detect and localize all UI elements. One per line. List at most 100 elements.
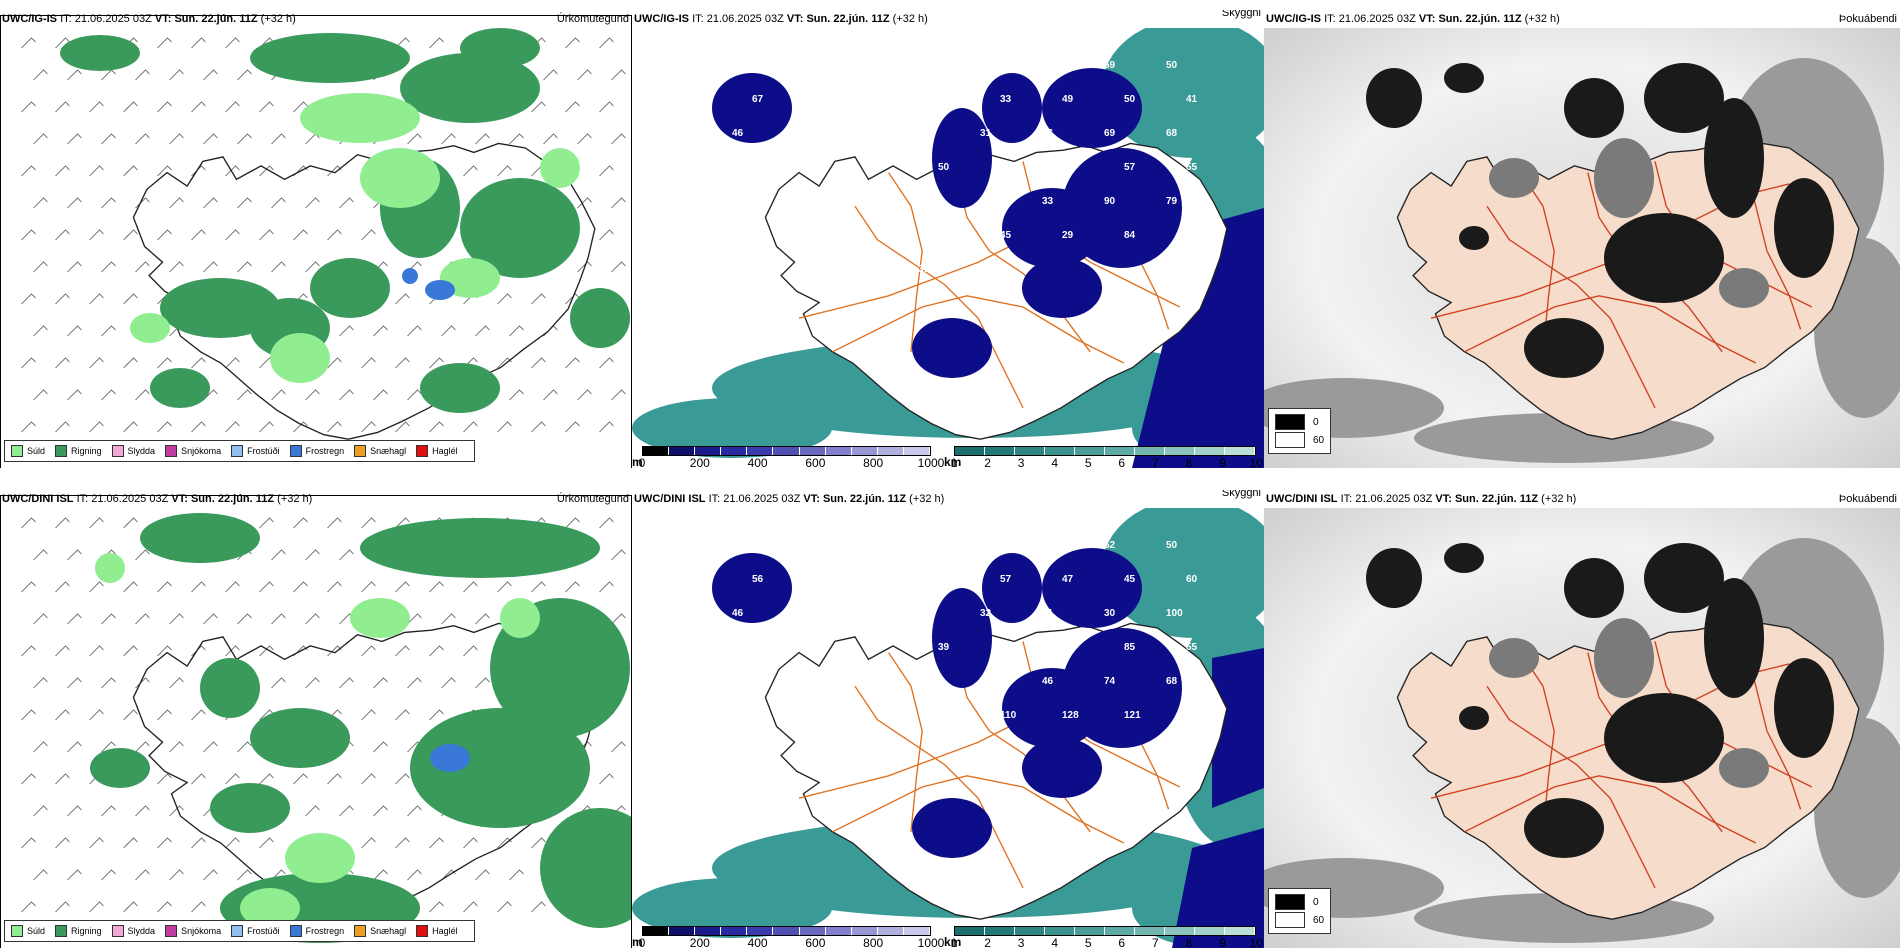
value-label: 49 [876, 574, 888, 585]
fog-high-area [1774, 658, 1834, 758]
fog-high-area [1444, 63, 1484, 93]
scale-tick-label: 6 [1118, 456, 1126, 468]
scale-color-step [799, 447, 826, 455]
drizzle-area [540, 148, 580, 188]
scale-tick-label: 600 [805, 456, 826, 468]
legend-label: Snjókoma [181, 926, 222, 936]
value-label: 53 [1042, 60, 1054, 71]
legend-label: Frostregn [305, 926, 345, 936]
fog-legend-label: 0 [1313, 896, 1319, 908]
scale-color-step [669, 927, 696, 935]
legend-label: Frostregn [305, 446, 345, 456]
low-cloud-area [912, 798, 992, 858]
value-label: 33 [1042, 196, 1054, 207]
scale-colorbar [642, 926, 931, 936]
vt-label: VT: [786, 13, 804, 25]
scale-color-step [1015, 927, 1045, 935]
scale-tick-label: 800 [863, 936, 884, 948]
drizzle-area [440, 258, 500, 298]
value-label: 53 [918, 196, 930, 207]
value-label: 50 [938, 162, 950, 173]
fog-high-area [1704, 578, 1764, 698]
value-label: 31 [980, 128, 992, 139]
value-label: 68 [1166, 128, 1178, 139]
rain-area [250, 708, 350, 768]
value-label: 60 [918, 676, 930, 687]
scale-tick-label: 7 [1151, 456, 1159, 468]
value-label: 74 [856, 128, 868, 139]
value-label: 86 [1062, 642, 1074, 653]
fog-moderate-area [1489, 158, 1539, 198]
scale-color-step [1165, 447, 1195, 455]
precip-type-panel-igis: UWC/IG-IS IT: 21.06.2025 03Z VT: Sun. 22… [0, 10, 632, 468]
scale-color-step [851, 927, 878, 935]
fog-high-area [1459, 226, 1489, 250]
rain-area [570, 288, 630, 348]
value-label: 37 [856, 540, 868, 551]
legend-swatch [231, 445, 244, 457]
value-label: 53 [938, 574, 950, 585]
value-label: 31 [1042, 608, 1054, 619]
scale-color-step [773, 447, 800, 455]
value-label: 45 [1124, 574, 1136, 585]
value-label: 50 [856, 676, 868, 687]
drizzle-area [95, 553, 125, 583]
scale-tick-label: 1000 [917, 456, 945, 468]
scale-tick-label: 10 [1249, 456, 1263, 468]
rain-area [140, 513, 260, 563]
it-label: IT: [60, 13, 72, 25]
panel-header: UWC/IG-IS IT: 21.06.2025 03Z VT: Sun. 22… [1264, 10, 1900, 28]
fog-high-area [1644, 63, 1724, 133]
rain-area [540, 808, 632, 928]
scale-unit: m [632, 935, 643, 948]
value-label: 44 [1042, 540, 1054, 551]
it-label: IT: [76, 493, 89, 505]
value-label: 45 [1000, 230, 1012, 241]
value-label: 46 [918, 540, 930, 551]
scale-ticks: 0 200 400 600 800 1000 [639, 456, 945, 468]
vt-label: VT: [154, 13, 172, 25]
value-label: 31 [918, 608, 930, 619]
value-label: 40 [876, 230, 888, 241]
value-label: 58 [794, 60, 806, 71]
precip-legend-item: Slydda [111, 925, 156, 937]
value-label: 40 [918, 128, 930, 139]
scale-tick-label: 4 [1051, 456, 1058, 468]
scale-colorbar [954, 926, 1256, 936]
precip-legend-item: Súld [11, 445, 45, 457]
scale-tick-label: 0 [638, 936, 646, 948]
very-low-visibility-sea [1132, 208, 1264, 468]
value-label: 60 [1062, 162, 1074, 173]
scale-color-step [1105, 927, 1135, 935]
low-cloud-area [982, 553, 1042, 623]
lead-time: (+32 h) [1524, 13, 1560, 25]
value-label: 85 [1124, 642, 1136, 653]
value-label: 34 [856, 60, 868, 71]
scale-color-step [799, 927, 826, 935]
drizzle-area [130, 313, 170, 343]
value-label: 41 [876, 94, 888, 105]
low-cloud-area [712, 553, 792, 623]
low-cloud-area [982, 73, 1042, 143]
fog-high-area [1444, 543, 1484, 573]
lead-time: (+32 h) [892, 13, 928, 25]
legend-label: Frostúði [247, 926, 280, 936]
low-cloud-area [1022, 738, 1102, 798]
legend-swatch [231, 925, 244, 937]
scale-color-step [643, 447, 670, 455]
scale-color-step [955, 927, 985, 935]
drizzle-area [360, 148, 440, 208]
low-cloud-area [932, 588, 992, 688]
scale-colorbar [642, 446, 931, 456]
scale-color-step [877, 927, 904, 935]
low-cloud-area [1022, 258, 1102, 318]
value-label: 100 [1166, 608, 1183, 619]
legend-swatch [165, 925, 178, 937]
legend-label: Haglél [432, 446, 458, 456]
fog-moderate-area [1594, 138, 1654, 218]
value-label: 37 [876, 642, 888, 653]
legend-label: Slydda [127, 926, 156, 936]
value-label: 55 [732, 60, 744, 71]
scale-tick-label: 3 [1017, 456, 1025, 468]
value-label: 62 [794, 196, 806, 207]
